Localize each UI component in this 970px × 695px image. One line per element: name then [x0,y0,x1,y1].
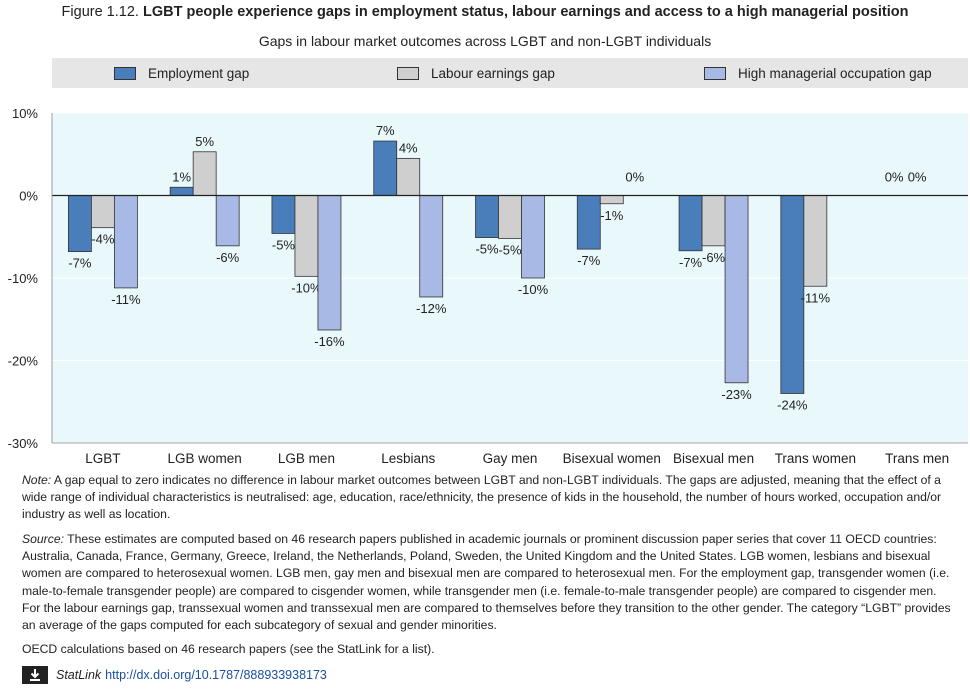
x-tick-label: Bisexual men [673,451,754,466]
data-label-earnings: -5% [498,242,522,257]
legend-swatch-employment [114,66,136,80]
note-label: Note: [22,473,52,487]
x-tick-label: Trans women [775,451,856,466]
data-label-earnings: -4% [91,232,115,247]
bar-employment [271,195,296,234]
bar-earnings [498,195,522,239]
legend-swatch-earnings [397,66,419,80]
data-label-earnings: -6% [702,250,726,265]
bar-earnings [803,195,828,287]
x-tick-label: LGB men [278,451,335,466]
data-label-earnings: -11% [801,290,831,305]
x-tick-label: Gay men [483,451,538,466]
bar-employment [67,195,92,252]
x-tick-label: LGBT [85,451,120,466]
data-label-managerial: -16% [314,334,345,349]
data-label-employment: 1% [172,169,191,184]
bar-employment [576,195,601,250]
x-tick-label: Trans men [885,451,949,466]
source-paragraph: Source: These estimates are computed bas… [22,531,957,634]
bar-managerial [419,195,444,298]
figure-title: Figure 1.12. LGBT people experience gaps… [61,4,909,20]
data-label-earnings: -10% [291,280,322,295]
bar-managerial [724,195,749,384]
statlink-url[interactable]: http://dx.doi.org/10.1787/888933938173 [105,668,327,682]
data-label-earnings: -1% [600,208,624,223]
source-text: These estimates are computed based on 46… [22,532,951,633]
legend-item-managerial: High managerial occupation gap [704,58,932,88]
legend-label-earnings: Labour earnings gap [431,65,555,81]
bar-earnings [701,195,726,247]
figure-title-text: LGBT people experience gaps in employmen… [142,4,909,20]
data-label-employment: -7% [577,253,601,268]
bar-employment [475,195,499,238]
calc-text: OECD calculations based on 46 research p… [22,642,435,656]
bar-managerial [317,195,342,331]
bar-employment [169,186,194,196]
bar-earnings [599,195,624,205]
bar-employment [678,195,703,252]
bar-managerial [215,195,240,247]
data-label-managerial: -12% [416,301,447,316]
data-label-managerial: -11% [111,292,141,307]
y-tick-label: -10% [8,271,39,286]
data-label-earnings: 5% [195,134,214,149]
data-label-employment: -5% [272,237,296,252]
x-tick-label: LGB women [168,451,242,466]
data-label-employment: 7% [376,123,395,138]
data-label-employment: -24% [777,398,808,413]
legend-label-employment: Employment gap [148,65,250,81]
data-label-earnings: 0% [908,170,927,185]
bar-employment [373,140,398,196]
statlink-label: StatLink [56,668,102,682]
bar-earnings [192,151,217,196]
bar-earnings [396,157,421,196]
note-text: A gap equal to zero indicates no differe… [22,473,942,522]
legend-item-earnings: Labour earnings gap [397,58,555,88]
statlink: StatLink http://dx.doi.org/10.1787/88893… [22,666,327,684]
legend-item-employment: Employment gap [114,58,249,88]
figure-subtitle: Gaps in labour market outcomes across LG… [258,33,712,49]
calc-paragraph: OECD calculations based on 46 research p… [22,641,957,658]
legend-label-managerial: High managerial occupation gap [738,65,932,81]
bar-earnings [294,195,319,277]
bar-earnings [90,195,115,229]
y-tick-label: 10% [12,106,38,121]
download-icon[interactable] [22,666,48,684]
bar-managerial [113,195,138,289]
source-label: Source: [22,532,65,546]
chart-legend: Employment gap Labour earnings gap High … [52,58,968,88]
data-label-employment: -7% [679,255,703,270]
y-tick-label: -20% [8,354,39,369]
data-label-employment: -5% [475,242,499,257]
note-paragraph: Note: A gap equal to zero indicates no d… [22,472,957,524]
bar-managerial [521,195,545,279]
data-label-earnings: 4% [399,140,418,155]
data-label-managerial: 0% [625,170,644,185]
data-label-managerial: -6% [216,250,240,265]
y-tick-label: -30% [8,436,39,451]
data-label-employment: -7% [68,256,92,271]
y-tick-label: 0% [19,189,38,204]
data-label-managerial: -23% [721,387,752,402]
data-label-employment: 0% [885,170,904,185]
x-tick-label: Bisexual women [563,451,661,466]
bar-chart: 10% 0% -10% -20% -30% LGBT -7% -4% -11% LGB women… [8,106,968,466]
data-label-managerial: -10% [518,282,549,297]
x-tick-label: Lesbians [381,451,435,466]
legend-swatch-managerial [704,66,726,80]
